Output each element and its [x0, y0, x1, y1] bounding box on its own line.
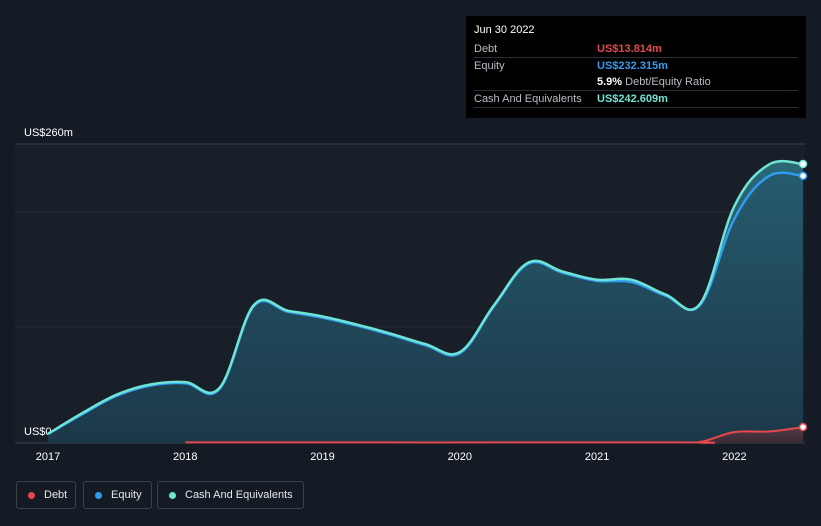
cash-area [48, 161, 803, 443]
tooltip-debt-row: Debt US$13.814m [474, 41, 798, 58]
equity-area [48, 172, 803, 443]
tooltip-equity-row: Equity US$232.315m [474, 58, 798, 74]
debt-area [185, 427, 804, 443]
legend-cash-label: Cash And Equivalents [185, 489, 293, 501]
legend-equity-toggle[interactable]: Equity [83, 481, 152, 509]
tooltip-equity-label: Equity [474, 60, 505, 72]
tooltip-debt-value: US$13.814m [597, 43, 662, 55]
x-tick-label: 2018 [173, 451, 197, 463]
series-areas [48, 161, 804, 443]
tooltip-equity-value: US$232.315m [597, 60, 668, 72]
x-tick-label: 2019 [310, 451, 334, 463]
tooltip-ratio-row: 5.9% Debt/Equity Ratio [474, 74, 798, 91]
equity-dot-icon [95, 492, 102, 499]
tooltip-ratio-value: 5.9% [597, 76, 623, 88]
x-tick-label: 2017 [36, 451, 60, 463]
tooltip-cash-label: Cash And Equivalents [474, 93, 582, 105]
legend-debt-label: Debt [44, 489, 68, 501]
legend-equity-label: Equity [111, 489, 142, 501]
debt-dot-icon [28, 492, 35, 499]
debtline [185, 426, 804, 444]
cash-and-equivalentsend-marker [798, 159, 808, 169]
series-end-markers [798, 159, 808, 432]
tooltip-date: Jun 30 2022 [474, 24, 535, 36]
y-axis-bottom-label: US$0 [24, 426, 52, 438]
tooltip-cash-row: Cash And Equivalents US$242.609m [474, 91, 798, 108]
series-lines [47, 159, 804, 444]
tooltip-ratio: 5.9% Debt/Equity Ratio [597, 74, 711, 90]
tooltip-debt-label: Debt [474, 43, 498, 55]
equityend-marker [798, 171, 808, 181]
y-axis-top-label: US$260m [24, 127, 73, 139]
x-tick-label: 2022 [722, 451, 746, 463]
x-axis-ticks: 2017 2018 2019 2020 2021 2022 [36, 451, 747, 463]
legend-cash-toggle[interactable]: Cash And Equivalents [157, 481, 304, 509]
cash-and-equivalentsline [47, 159, 804, 435]
legend-debt-toggle[interactable]: Debt [16, 481, 76, 509]
debtend-marker [798, 422, 808, 432]
data-tooltip: Jun 30 2022 Debt US$13.814m Equity US$23… [466, 16, 806, 118]
x-tick-label: 2020 [448, 451, 472, 463]
x-tick-label: 2021 [585, 451, 609, 463]
cash-dot-icon [169, 492, 176, 499]
tooltip-ratio-label: Debt/Equity Ratio [625, 76, 711, 88]
tooltip-cash-value: US$242.609m [597, 93, 668, 105]
